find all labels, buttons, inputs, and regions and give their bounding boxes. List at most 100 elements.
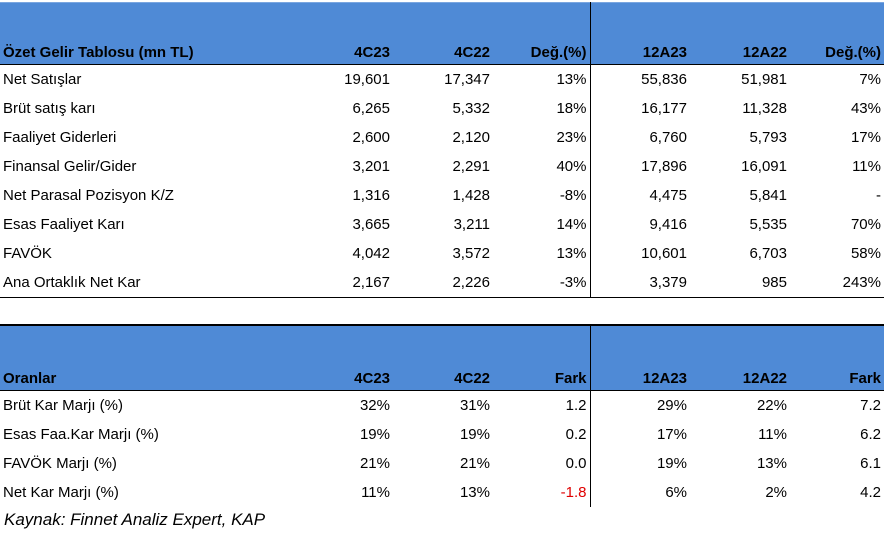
income-cell: 2,167: [295, 268, 393, 298]
ratio-cell: 11%: [361, 484, 390, 501]
ratio-row-label: Esas Faa.Kar Marjı (%): [3, 426, 159, 443]
income-cell: 58%: [850, 245, 881, 262]
income-row-label: Faaliyet Giderleri: [3, 129, 117, 146]
ratio-cell: 19%: [656, 455, 687, 472]
ratio-cell: 31%: [459, 397, 490, 414]
income-row: Ana Ortaklık Net Kar 2,167 2,226 -3% 3,379 98…: [0, 268, 884, 298]
income-cell: 3,211: [453, 216, 490, 233]
ratio-cell: 19%: [459, 426, 490, 443]
income-cell: 14%: [493, 210, 591, 239]
ratio-header-row: Oranlar 4C23 4C22 Fark 12A23 12A22 Fark: [0, 325, 884, 391]
income-cell: 2,291: [452, 158, 490, 175]
income-cell: 13%: [493, 64, 591, 94]
income-header-cell: Değ.(%): [790, 2, 884, 65]
income-cell: 2,226: [393, 268, 493, 298]
ratio-cell: 13%: [756, 455, 787, 472]
ratio-cell: 19%: [359, 426, 390, 443]
ratio-cell: 2%: [765, 484, 787, 501]
income-row-label: Finansal Gelir/Gider: [3, 158, 137, 175]
income-row-label: Net Parasal Pozisyon K/Z: [3, 187, 174, 204]
income-cell: 43%: [850, 100, 881, 117]
ratio-header-cell: Oranlar: [0, 325, 295, 391]
income-row: Esas Faaliyet Karı 3,665 3,211 14% 9,416 5,53…: [0, 210, 884, 239]
ratio-header-cell: 12A22: [690, 325, 790, 391]
ratio-cell: 6%: [665, 484, 687, 501]
income-cell: -: [876, 187, 881, 204]
income-cell: 17%: [850, 129, 881, 146]
income-header-row: Özet Gelir Tablosu (mn TL) 4C23 4C22 Değ.(%…: [0, 2, 884, 65]
income-row: Net Satışlar 19,601 17,347 13% 55,836 51,981 7…: [0, 64, 884, 94]
ratio-cell: 4.2: [860, 484, 881, 501]
ratio-cell: -1.8: [493, 478, 591, 507]
income-cell: 5,332: [452, 100, 490, 117]
ratio-row-label: FAVÖK Marjı (%): [3, 455, 117, 472]
income-cell: 70%: [850, 216, 881, 233]
income-cell: 3,201: [352, 158, 390, 175]
ratio-row: Esas Faa.Kar Marjı (%) 19% 19% 0.2 17% 11% 6.2: [0, 420, 884, 449]
income-header-cell: 4C23: [295, 2, 393, 65]
income-cell: 2,120: [452, 129, 490, 146]
income-cell: 17,347: [444, 71, 490, 88]
income-cell: 16,091: [741, 158, 787, 175]
income-cell: 5,841: [749, 187, 787, 204]
ratio-row: Brüt Kar Marjı (%) 32% 31% 1.2 29% 22% 7.2: [0, 390, 884, 420]
income-cell: -3%: [493, 268, 591, 298]
ratio-cell: 17%: [656, 426, 687, 443]
income-row-label: Brüt satış karı: [3, 100, 96, 117]
income-cell: 55,836: [641, 71, 687, 88]
income-cell: 1,428: [452, 187, 490, 204]
income-cell: 16,177: [641, 100, 687, 117]
income-cell: 985: [690, 268, 790, 298]
income-row-label: Net Satışlar: [3, 71, 82, 88]
income-cell: 3,379: [590, 268, 690, 298]
ratio-row-label: Brüt Kar Marjı (%): [3, 397, 124, 414]
ratio-cell: 29%: [656, 397, 687, 414]
income-header-cell: Değ.(%): [493, 2, 591, 65]
income-cell: 3,572: [452, 245, 490, 262]
income-cell: 18%: [493, 94, 591, 123]
income-cell: 5,793: [749, 129, 787, 146]
ratio-row: FAVÖK Marjı (%) 21% 21% 0.0 19% 13% 6.1: [0, 449, 884, 478]
income-row: Net Parasal Pozisyon K/Z 1,316 1,428 -8% 4,4…: [0, 181, 884, 210]
ratio-header-cell: 4C23: [295, 325, 393, 391]
income-cell: 17,896: [641, 158, 687, 175]
income-cell: 4,475: [649, 187, 687, 204]
ratio-cell: 22%: [756, 397, 787, 414]
ratio-cell: 7.2: [860, 397, 881, 414]
source-note: Kaynak: Finnet Analiz Expert, KAP: [4, 510, 266, 529]
ratio-cell: 13%: [459, 484, 490, 501]
income-cell: 13%: [493, 239, 591, 268]
income-row: Finansal Gelir/Gider 3,201 2,291 40% 17,896 1…: [0, 152, 884, 181]
income-cell: 6,760: [649, 129, 687, 146]
income-cell: 1,316: [352, 187, 390, 204]
income-cell: -8%: [493, 181, 591, 210]
income-cell: 10,601: [641, 245, 687, 262]
income-statement-table: Özet Gelir Tablosu (mn TL) 4C23 4C22 Değ.(%…: [0, 2, 884, 298]
ratio-header-cell: 12A23: [590, 325, 690, 391]
income-row-label: Esas Faaliyet Karı: [3, 216, 125, 233]
ratio-cell: 1.2: [493, 390, 591, 420]
ratio-cell: 32%: [359, 397, 390, 414]
income-cell: 4,042: [352, 245, 390, 262]
income-cell: 51,981: [741, 71, 787, 88]
income-cell: 9,416: [649, 216, 687, 233]
income-row: FAVÖK 4,042 3,572 13% 10,601 6,703 58%: [0, 239, 884, 268]
income-cell: 7%: [859, 71, 881, 88]
income-cell: 5,535: [749, 216, 787, 233]
ratio-row-label: Net Kar Marjı (%): [3, 484, 119, 501]
income-header-cell: 12A23: [590, 2, 690, 65]
income-header-cell: Özet Gelir Tablosu (mn TL): [0, 2, 295, 65]
ratio-header-cell: Fark: [493, 325, 591, 391]
income-cell: 23%: [493, 123, 591, 152]
ratio-cell: 6.2: [860, 426, 881, 443]
income-cell: 19,601: [344, 71, 390, 88]
ratio-header-cell: 4C22: [393, 325, 493, 391]
ratio-cell: 11%: [758, 426, 787, 443]
ratio-header-cell: Fark: [790, 325, 884, 391]
ratio-cell: 21%: [459, 455, 490, 472]
income-row-label: FAVÖK: [3, 245, 52, 262]
income-cell: 6,265: [352, 100, 390, 117]
income-row-label: Ana Ortaklık Net Kar: [0, 268, 295, 298]
income-row: Brüt satış karı 6,265 5,332 18% 16,177 11,328…: [0, 94, 884, 123]
income-cell: 2,600: [352, 129, 390, 146]
